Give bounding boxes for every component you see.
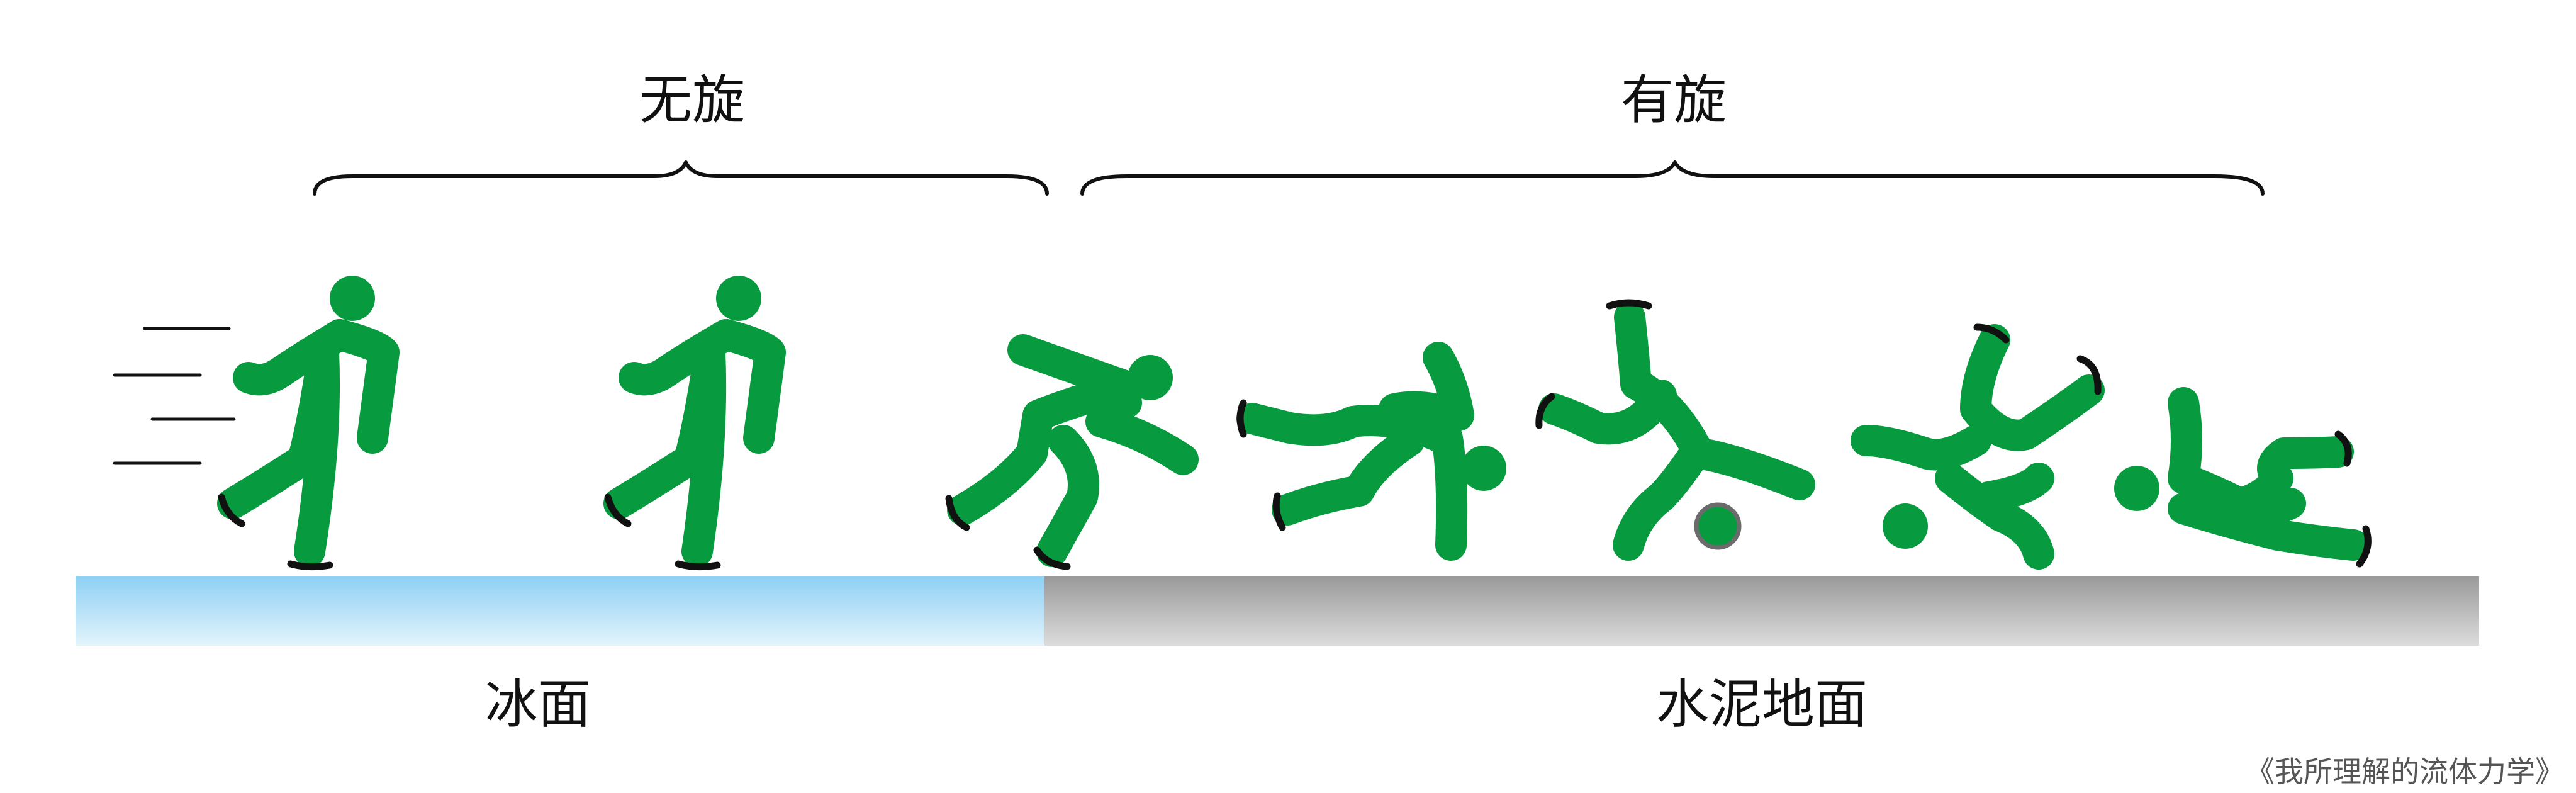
concrete-ground-strip <box>1044 576 2479 646</box>
no-spin-label: 无旋 <box>639 69 745 131</box>
spin-label: 有旋 <box>1621 69 1727 131</box>
skater-rolling <box>1851 323 2105 570</box>
skater-lying <box>2114 387 2372 568</box>
ice-surface-label: 冰面 <box>485 673 591 735</box>
skater-gliding-2 <box>603 276 786 571</box>
spin-brace <box>1080 160 2265 196</box>
speed-lines <box>113 327 236 465</box>
concrete-ground-label: 水泥地面 <box>1656 673 1868 735</box>
skater-tripping <box>945 334 1199 570</box>
ice-surface-strip <box>76 576 1044 646</box>
skater-falling-backward <box>1236 342 1506 561</box>
no-spin-brace <box>313 160 1049 196</box>
skater-inverted <box>1535 299 1815 561</box>
book-credit: 《我所理解的流体力学》 <box>2246 755 2564 789</box>
skater-gliding-1 <box>217 276 400 571</box>
